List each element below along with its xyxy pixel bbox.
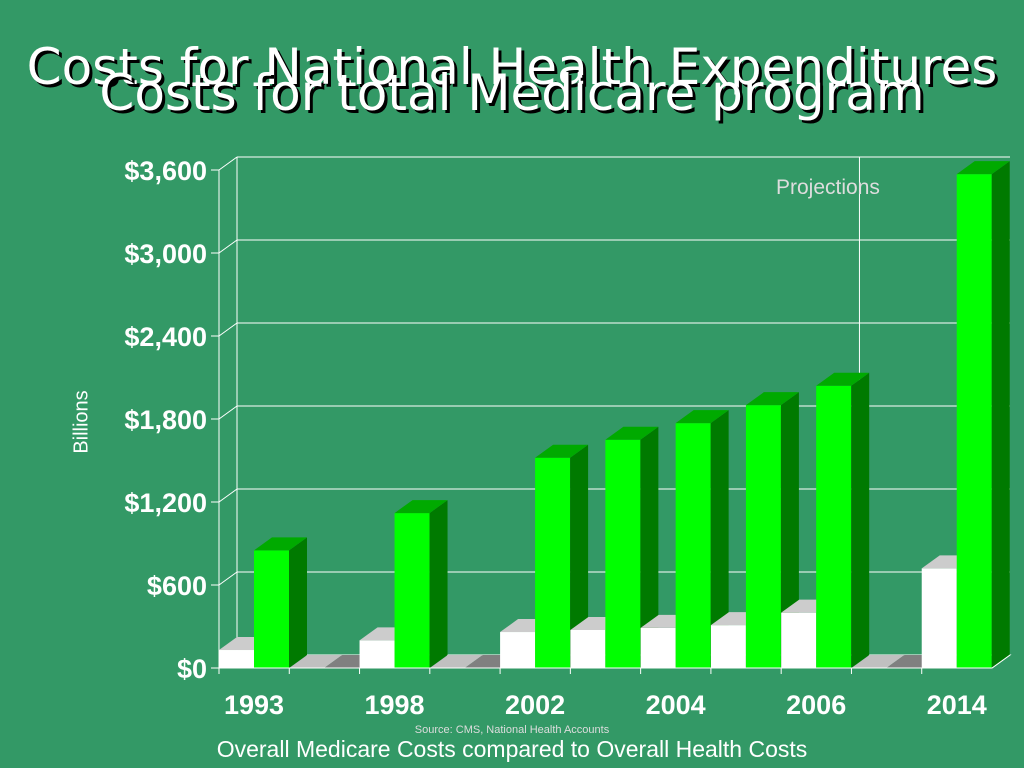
bar: [745, 405, 781, 668]
gridline-side: [218, 571, 238, 586]
gridline-side: [218, 156, 238, 171]
y-tick-label: $1,800: [124, 405, 207, 435]
bar-top: [605, 426, 659, 440]
y-tick-label: $3,600: [124, 156, 207, 186]
gridline-side: [218, 488, 238, 503]
chart-caption: Overall Medicare Costs compared to Overa…: [216, 736, 808, 762]
bar-top: [956, 161, 1010, 175]
bar-top: [394, 500, 448, 514]
background-title: Costs for National Health Expenditures: [26, 38, 998, 96]
bar: [394, 513, 430, 668]
bar: [816, 385, 852, 668]
source-note: Source: CMS, National Health Accounts: [414, 724, 610, 736]
bar: [535, 457, 571, 668]
y-axis-label: Billions: [70, 390, 93, 454]
bar-top: [675, 410, 729, 424]
y-tick-label: $1,200: [124, 488, 207, 518]
y-tick-label: $600: [147, 571, 207, 601]
bar-side: [640, 426, 659, 668]
bar-empty: [851, 655, 905, 668]
slide-title: Costs for total Medicare program: [99, 64, 925, 122]
gridline-side: [218, 239, 238, 254]
bar: [605, 439, 641, 668]
x-axis-end: [991, 654, 1011, 669]
bar: [219, 650, 254, 668]
bar-empty: [429, 655, 483, 668]
bar: [921, 568, 957, 668]
y-tick-label: $3,000: [124, 239, 207, 269]
projections-annotation: Projections: [776, 176, 880, 199]
bar-top: [745, 392, 799, 406]
bar-side: [289, 537, 307, 668]
bar-top: [816, 372, 870, 386]
bar-side: [780, 392, 799, 668]
bar-top: [254, 537, 307, 551]
x-tick-label: 2014: [927, 690, 987, 720]
bar: [254, 550, 289, 668]
bar: [500, 632, 536, 668]
y-tick-label: $0: [177, 654, 207, 684]
bar: [781, 612, 817, 668]
bar-side: [429, 500, 448, 668]
bar-empty: [289, 655, 343, 668]
x-tick-label: 2006: [786, 690, 846, 720]
x-tick-label: 1993: [224, 690, 284, 720]
bar: [359, 640, 395, 668]
bar: [956, 174, 992, 668]
bar-side: [710, 410, 729, 668]
bar: [675, 423, 711, 668]
gridline-side: [218, 322, 238, 337]
x-tick-label: 2002: [505, 690, 565, 720]
bar: [570, 629, 606, 668]
bar: [710, 625, 746, 668]
y-tick-label: $2,400: [124, 322, 207, 352]
bar-side: [570, 444, 589, 668]
bar-top: [535, 444, 589, 458]
bar-side: [851, 372, 870, 668]
x-tick-label: 2004: [646, 690, 706, 720]
gridline-side: [218, 405, 238, 420]
bar: [640, 627, 676, 668]
bar-side: [991, 161, 1010, 668]
x-tick-label: 1998: [365, 690, 425, 720]
